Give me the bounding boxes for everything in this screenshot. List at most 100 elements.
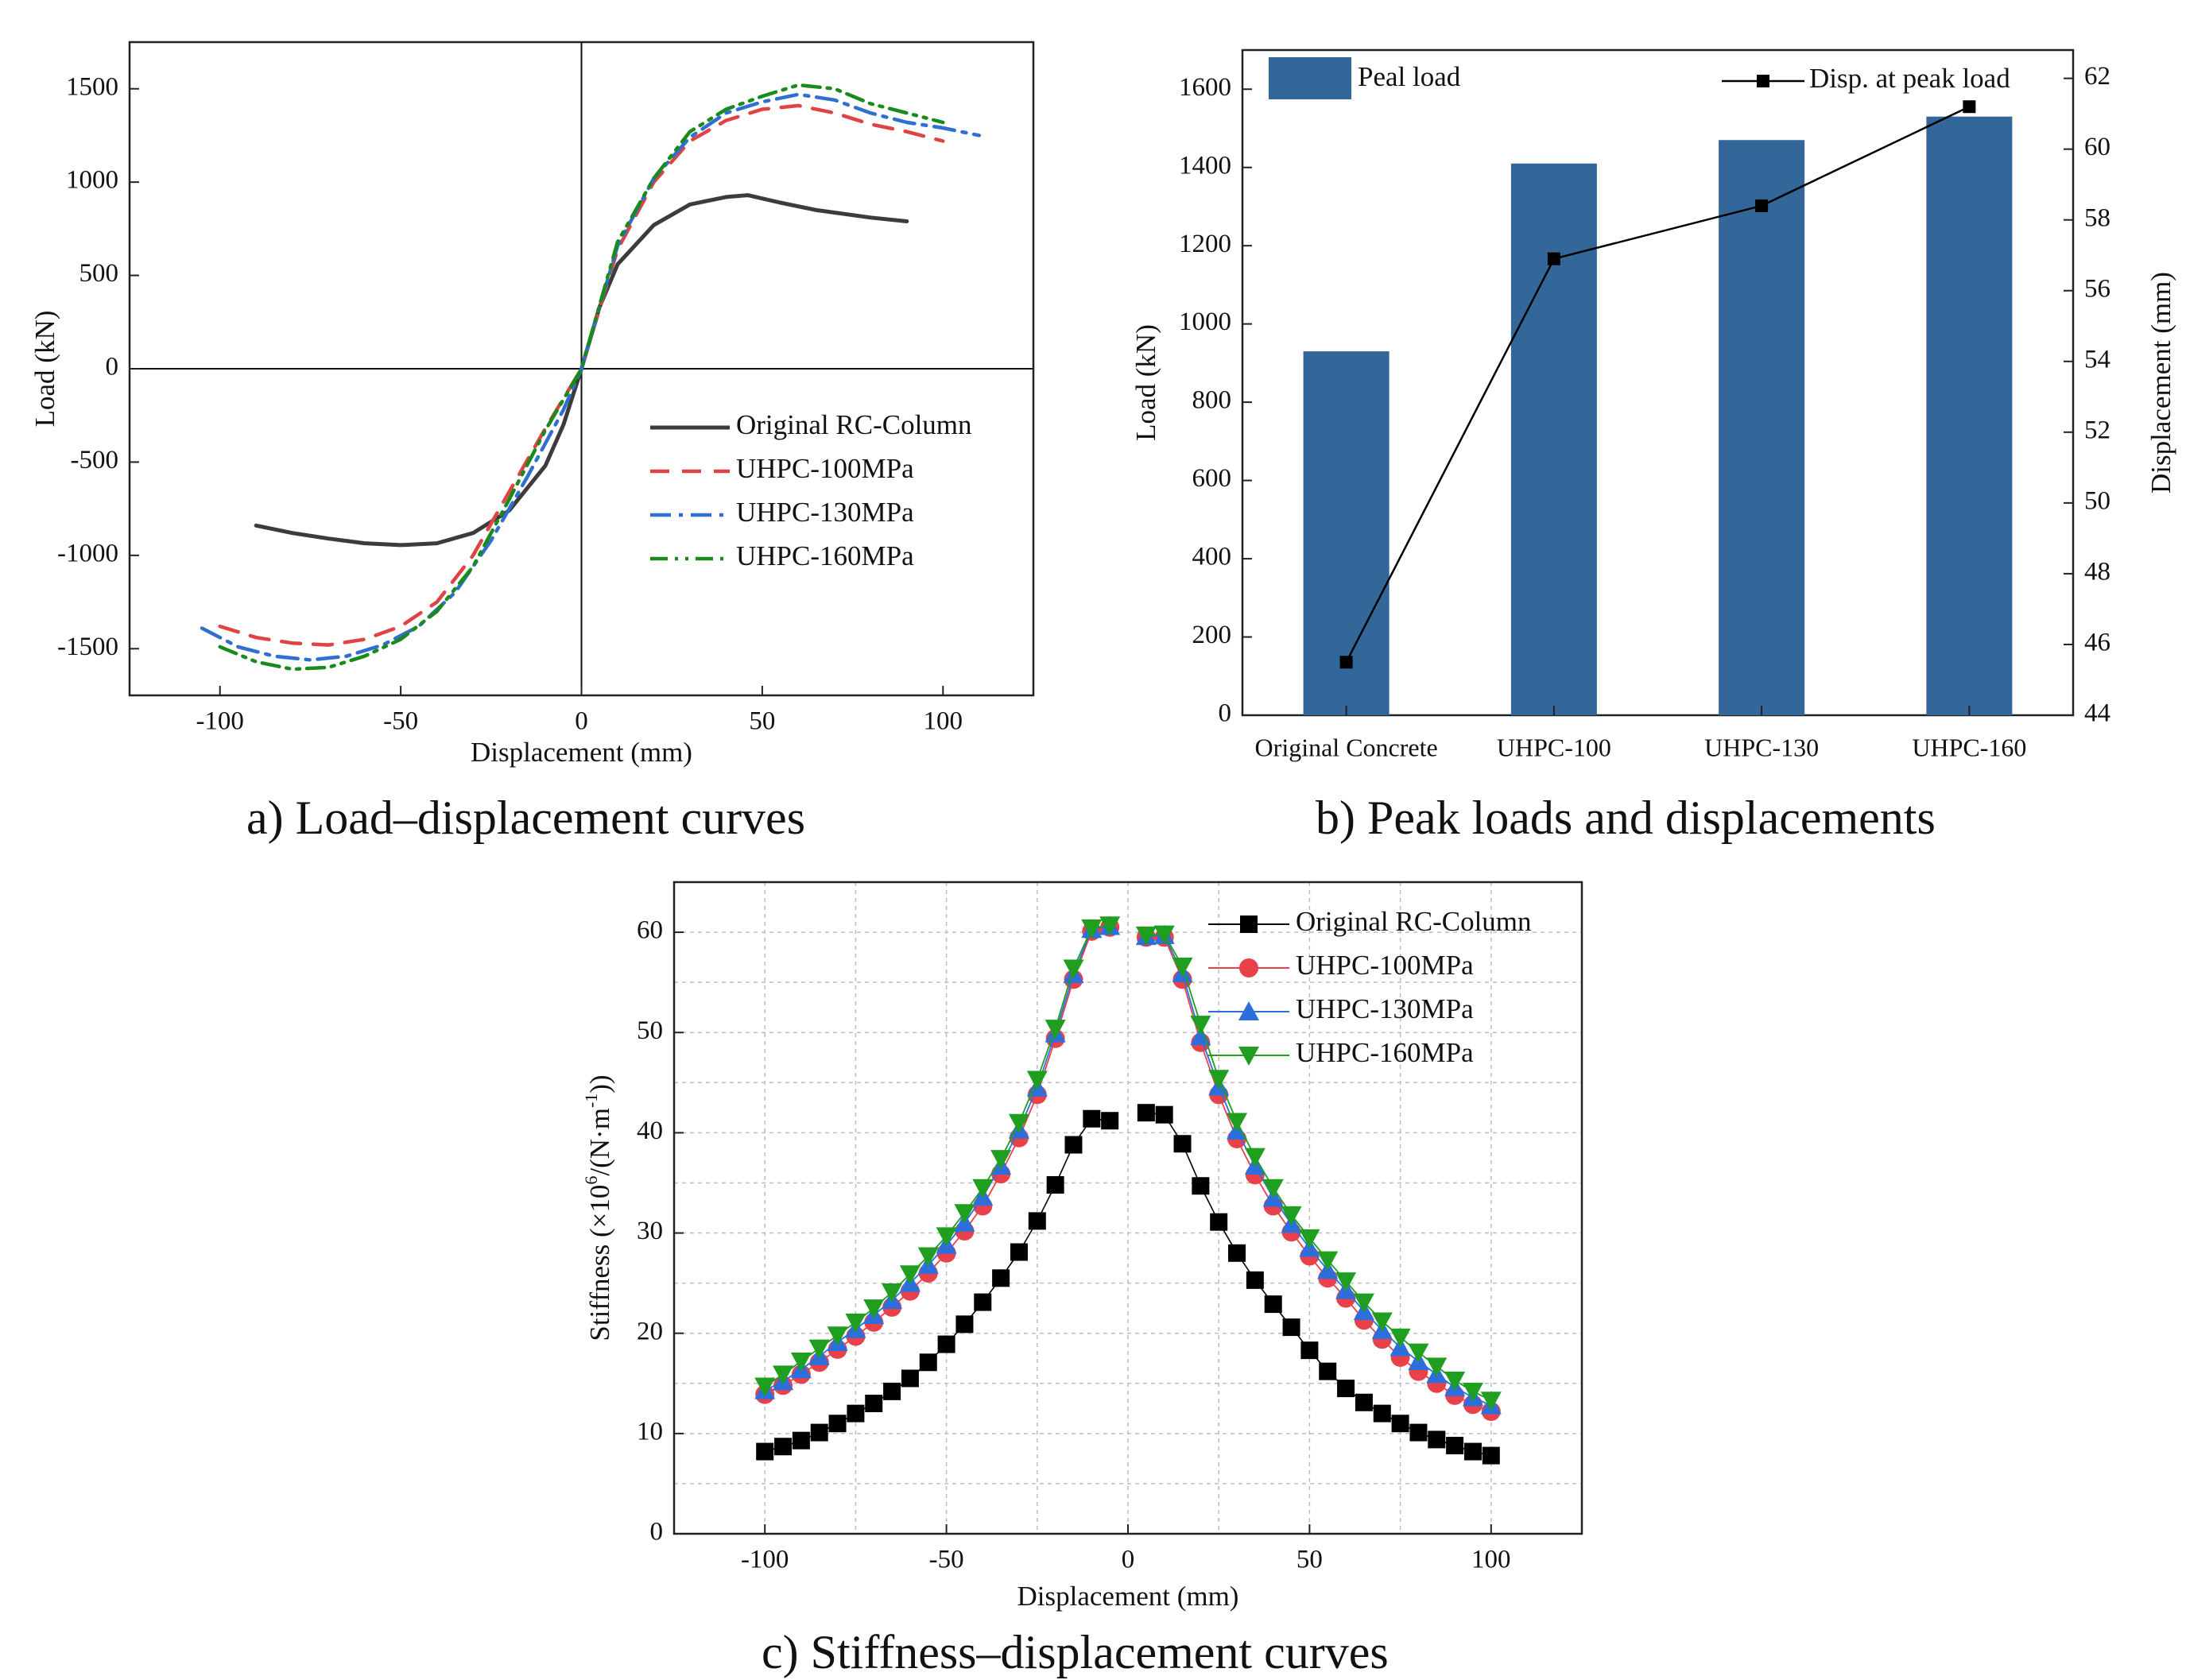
y2-tick-label: 62 bbox=[2084, 62, 2110, 91]
data-point-triangle-down bbox=[1227, 1113, 1248, 1132]
data-point-triangle-down bbox=[1480, 1392, 1502, 1411]
disp-line bbox=[1345, 106, 1970, 663]
series-line bbox=[764, 1117, 1110, 1453]
series-line bbox=[1145, 1112, 1491, 1457]
y2-tick-label: 60 bbox=[2084, 133, 2110, 161]
y-tick-label: 0 bbox=[106, 353, 119, 381]
data-point-square bbox=[1173, 1135, 1192, 1153]
x-tick-label: 50 bbox=[1296, 1546, 1323, 1574]
legend-label: UHPC-160MPa bbox=[1296, 1037, 1474, 1068]
data-point-triangle-down bbox=[1390, 1328, 1411, 1348]
data-point-square bbox=[1319, 1362, 1337, 1380]
x-tick-label: -50 bbox=[383, 707, 418, 736]
y-tick-label: 200 bbox=[1192, 621, 1232, 649]
data-point-square bbox=[792, 1431, 810, 1450]
y-tick-label: 0 bbox=[1219, 699, 1232, 728]
data-point-square bbox=[1373, 1404, 1391, 1423]
data-point-square bbox=[810, 1423, 828, 1442]
data-point-triangle-up bbox=[1238, 1001, 1259, 1020]
data-point-triangle-down bbox=[1317, 1251, 1339, 1271]
y-tick-label: 40 bbox=[637, 1117, 663, 1145]
chart-peak-loads: 0 200 400 600 800 1000 1200 1400 1600 44 46 48 50 52 5… bbox=[1130, 48, 2176, 761]
y2-tick-label: 50 bbox=[2084, 486, 2110, 515]
legend-label-bar: Peal load bbox=[1358, 61, 1461, 92]
data-point-triangle-down bbox=[1353, 1293, 1374, 1313]
x-tick-label: 0 bbox=[1122, 1546, 1135, 1574]
disp-marker bbox=[1963, 100, 1976, 114]
caption-a: a) Load–displacement curves bbox=[246, 792, 806, 844]
x-tick-label: -100 bbox=[196, 707, 244, 736]
data-point-triangle-down bbox=[808, 1339, 830, 1359]
y-tick-label: 10 bbox=[637, 1417, 663, 1446]
x-tick-label: -100 bbox=[741, 1546, 789, 1574]
data-point-triangle-down bbox=[1408, 1343, 1429, 1363]
legend-label: Original RC-Column bbox=[736, 409, 972, 440]
y-axis-label: Load (kN) bbox=[1130, 324, 1161, 441]
data-point-square bbox=[1264, 1295, 1282, 1314]
data-point-square bbox=[1101, 1112, 1119, 1130]
data-point-triangle-down bbox=[899, 1265, 921, 1285]
y-tick-label: 1500 bbox=[66, 72, 118, 101]
y-tick-label: -1500 bbox=[57, 633, 118, 661]
y2-tick-label: 44 bbox=[2084, 699, 2110, 728]
data-point-square bbox=[1064, 1136, 1083, 1154]
series-line bbox=[218, 103, 945, 647]
data-point-square bbox=[1028, 1212, 1046, 1230]
data-point-square bbox=[1155, 1105, 1173, 1124]
y-axis-label-superscript: 6 bbox=[581, 1176, 601, 1185]
caption-c: c) Stiffness–displacement curves bbox=[762, 1626, 1389, 1678]
category-label: UHPC-130 bbox=[1704, 733, 1819, 761]
y2-axis-label: Displacement (mm) bbox=[2145, 272, 2176, 494]
data-point-square bbox=[828, 1415, 847, 1433]
x-axis-label: Displacement (mm) bbox=[471, 737, 692, 768]
data-point-square bbox=[847, 1404, 865, 1423]
y-tick-label: 1600 bbox=[1179, 73, 1231, 102]
y-tick-label: 0 bbox=[650, 1518, 664, 1546]
data-point-triangle-down bbox=[990, 1150, 1012, 1170]
series-line bbox=[764, 925, 1110, 1392]
y-axis-label: Stiffness (×106/(N·m-1)) bbox=[581, 1074, 615, 1341]
data-point-triangle-down bbox=[1099, 916, 1121, 936]
data-point-square bbox=[1428, 1430, 1446, 1449]
y-tick-label: 20 bbox=[637, 1317, 663, 1345]
data-point-triangle-down bbox=[1426, 1357, 1448, 1377]
data-point-triangle-down bbox=[1008, 1113, 1029, 1133]
data-point-triangle-down bbox=[1081, 919, 1103, 939]
data-point-triangle-down bbox=[917, 1247, 939, 1267]
bar bbox=[1303, 351, 1390, 715]
data-point-circle bbox=[1239, 958, 1258, 977]
legend-label: UHPC-130MPa bbox=[1296, 993, 1474, 1024]
y2-tick-label: 56 bbox=[2084, 274, 2110, 303]
data-point-triangle-down bbox=[1135, 926, 1157, 946]
y-tick-label: 1400 bbox=[1179, 151, 1231, 180]
y-tick-label: -1000 bbox=[57, 539, 118, 567]
data-point-triangle-down bbox=[1244, 1148, 1265, 1167]
series-line bbox=[764, 924, 1110, 1388]
data-point-square bbox=[919, 1353, 937, 1372]
data-point-square bbox=[1300, 1341, 1319, 1360]
data-point-triangle-down bbox=[1335, 1272, 1357, 1292]
series-line bbox=[200, 92, 982, 662]
data-point-square bbox=[1391, 1415, 1409, 1433]
data-point-square bbox=[1409, 1423, 1428, 1442]
y-tick-label: 1000 bbox=[1179, 308, 1231, 336]
y-axis-label-superscript: -1 bbox=[581, 1094, 601, 1108]
data-point-triangle-down bbox=[1172, 957, 1193, 977]
series-line bbox=[764, 926, 1110, 1395]
y-axis-label-part: /(N·m bbox=[584, 1108, 615, 1176]
data-point-square bbox=[901, 1369, 919, 1388]
data-point-square bbox=[1337, 1380, 1355, 1398]
y-tick-label: 800 bbox=[1192, 386, 1232, 415]
data-point-triangle-down bbox=[1045, 1020, 1066, 1039]
y-axis-label-part: Stiffness (×10 bbox=[584, 1185, 615, 1341]
data-point-triangle-down bbox=[1153, 925, 1175, 945]
y-axis-label-part: )) bbox=[584, 1074, 615, 1093]
data-point-square bbox=[756, 1442, 774, 1461]
disp-marker bbox=[1339, 656, 1353, 669]
y-tick-label: 1200 bbox=[1179, 230, 1231, 258]
y-tick-label: 400 bbox=[1192, 543, 1232, 571]
legend-label: UHPC-160MPa bbox=[736, 540, 914, 571]
data-point-square bbox=[774, 1438, 793, 1456]
category-label: UHPC-100 bbox=[1497, 733, 1611, 761]
bar bbox=[1510, 163, 1597, 715]
